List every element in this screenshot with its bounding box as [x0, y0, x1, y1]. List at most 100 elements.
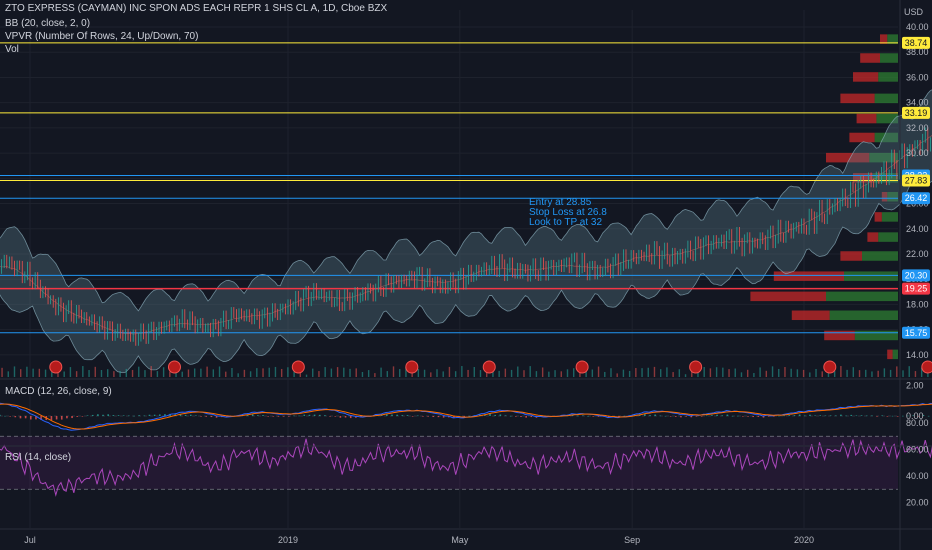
- macd-histogram-bar: [804, 415, 806, 417]
- volume-bar: [380, 367, 382, 377]
- macd-histogram-bar: [138, 415, 140, 416]
- legend-vol[interactable]: Vol: [5, 44, 19, 55]
- level-tag: [902, 282, 930, 295]
- volume-bar: [461, 366, 463, 377]
- macd-histogram-bar: [778, 415, 780, 417]
- legend-macd[interactable]: MACD (12, 26, close, 9): [5, 386, 112, 397]
- macd-histogram-bar: [391, 414, 393, 416]
- legend-vpvr[interactable]: VPVR (Number Of Rows, 24, Up/Down, 70): [5, 31, 199, 42]
- macd-histogram-bar: [504, 415, 507, 417]
- macd-histogram-bar: [262, 415, 264, 416]
- price-tick-label: 34.00: [906, 98, 929, 108]
- macd-histogram-bar: [117, 415, 120, 416]
- vpvr-up-bar: [878, 72, 898, 82]
- macd-histogram-bar: [24, 416, 27, 419]
- legend-bb[interactable]: BB (20, close, 2, 0): [5, 18, 91, 29]
- level-tag: [902, 174, 930, 187]
- macd-histogram-bar: [922, 414, 925, 416]
- volume-bar: [771, 366, 774, 377]
- volume-bar: [57, 369, 59, 377]
- macd-histogram-bar: [871, 415, 873, 417]
- volume-bar: [349, 368, 351, 377]
- volume-bar: [106, 369, 109, 377]
- volume-bar: [927, 371, 929, 377]
- legend-rsi[interactable]: RSI (14, close): [5, 452, 72, 463]
- bb-upper: [0, 89, 932, 312]
- volume-bar: [479, 370, 482, 377]
- volume-bar: [877, 370, 879, 377]
- volume-bar: [287, 367, 289, 377]
- volume-bars: [1, 366, 929, 377]
- volume-bar: [305, 374, 308, 377]
- macd-histogram-bar: [272, 416, 275, 417]
- volume-bar: [784, 367, 786, 377]
- macd-histogram-bar: [339, 416, 342, 418]
- macd-histogram-bar: [762, 416, 765, 418]
- volume-bar: [249, 371, 252, 377]
- volume-bar: [821, 371, 823, 377]
- macd-histogram-bar: [917, 416, 920, 417]
- volume-bar: [908, 366, 910, 377]
- volume-bar: [119, 371, 121, 377]
- macd-histogram-bar: [468, 415, 471, 417]
- annotation-stop[interactable]: Stop Loss at 26.8: [529, 207, 607, 218]
- macd-histogram-bar: [401, 415, 404, 416]
- volume-bar: [517, 366, 519, 377]
- level-tag: [902, 326, 930, 339]
- macd-histogram-bar: [809, 414, 811, 416]
- macd-histogram-bar: [411, 416, 414, 417]
- volume-bar: [734, 368, 736, 377]
- macd-histogram-bar: [422, 416, 424, 417]
- volume-bar: [672, 372, 674, 377]
- macd-histogram-bar: [0, 414, 1, 416]
- volume-bar: [442, 371, 444, 377]
- macd-histogram-bar: [499, 414, 502, 416]
- volume-bar: [597, 366, 600, 377]
- price-tick-label: 32.00: [906, 123, 929, 133]
- volume-bar: [486, 369, 488, 377]
- volume-bar: [231, 368, 233, 377]
- rsi-tick-label: 40.00: [906, 471, 929, 481]
- vpvr-down-bar: [826, 152, 870, 163]
- volume-bar: [802, 369, 805, 377]
- rsi-tick-label: 60.00: [906, 445, 929, 455]
- macd-histogram-bar: [675, 416, 677, 417]
- macd-histogram-bar: [324, 415, 326, 416]
- annotation-entry[interactable]: Entry at 28.85: [529, 197, 592, 208]
- volume-bar: [504, 368, 507, 377]
- vpvr-profile: [750, 34, 898, 360]
- vpvr-up-bar: [862, 251, 898, 261]
- macd-histogram-bar: [773, 416, 775, 417]
- earnings-icon: [291, 360, 305, 374]
- macd-histogram-bar: [767, 416, 770, 417]
- vpvr-up-bar: [829, 310, 898, 321]
- level-label: 20.30: [905, 270, 928, 280]
- macd-histogram-bar: [927, 415, 930, 417]
- macd-histogram-bar: [484, 414, 486, 416]
- volume-bar: [200, 368, 202, 377]
- macd-histogram-bar: [860, 415, 863, 416]
- vpvr-up-bar: [878, 232, 898, 242]
- macd-histogram-bar: [417, 415, 419, 417]
- annotation-tp[interactable]: Look to TP at 32: [529, 217, 603, 228]
- macd-histogram-bar: [742, 416, 744, 417]
- macd-histogram-bar: [334, 416, 337, 417]
- macd-signal-line: [0, 403, 932, 430]
- volume-bar: [193, 368, 196, 377]
- level-tag: [902, 106, 930, 119]
- vpvr-up-bar: [892, 349, 898, 360]
- macd-histogram-bar: [210, 416, 213, 418]
- macd-histogram-bar: [752, 416, 754, 418]
- macd-histogram-bar: [850, 414, 853, 416]
- macd-histogram-bar: [783, 415, 785, 417]
- volume-bar: [26, 366, 28, 377]
- volume-bar: [591, 369, 594, 377]
- chart-title: ZTO EXPRESS (CAYMAN) INC SPON ADS EACH R…: [5, 3, 388, 14]
- volume-bar: [678, 369, 681, 377]
- volume-bar: [392, 366, 395, 377]
- price-series: [1, 127, 931, 346]
- macd-histogram-bar: [607, 416, 610, 418]
- volume-bar: [920, 367, 923, 377]
